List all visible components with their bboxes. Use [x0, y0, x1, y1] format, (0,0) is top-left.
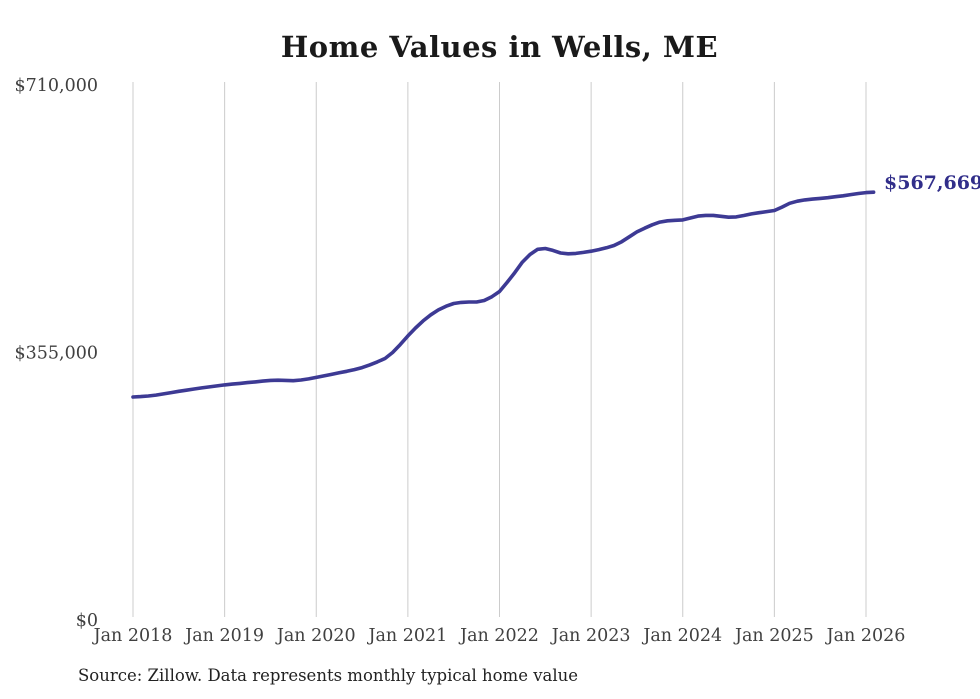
x-tick-label: Jan 2022	[458, 626, 539, 646]
x-tick-label: Jan 2021	[366, 626, 447, 646]
latest-value-label: $567,669	[884, 172, 980, 195]
y-tick-label: $710,000	[14, 76, 98, 96]
x-tick-label: Jan 2026	[825, 626, 906, 646]
source-note: Source: Zillow. Data represents monthly …	[78, 666, 579, 685]
x-tick-label: Jan 2019	[183, 626, 264, 646]
x-tick-label: Jan 2018	[92, 626, 173, 646]
y-tick-label: $0	[76, 611, 98, 631]
x-tick-label: Jan 2020	[275, 626, 356, 646]
x-tick-label: Jan 2023	[550, 626, 631, 646]
chart-title: Home Values in Wells, ME	[280, 30, 719, 64]
y-tick-label: $355,000	[14, 344, 98, 364]
home-value-line	[131, 190, 876, 399]
x-tick-label: Jan 2025	[733, 626, 814, 646]
x-tick-label: Jan 2024	[641, 626, 722, 646]
